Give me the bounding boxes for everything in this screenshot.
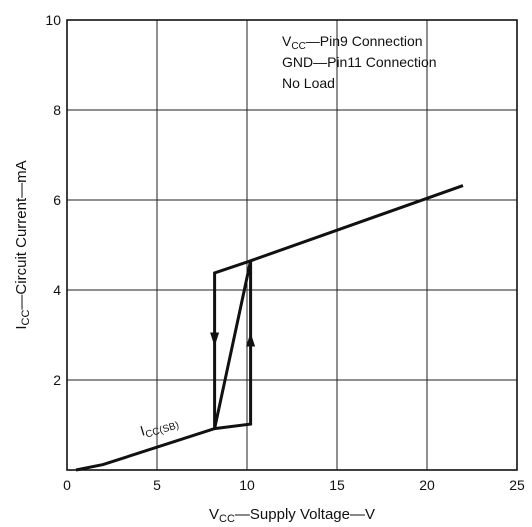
curve-label-icc-sb: ICC(SB): [138, 412, 180, 441]
y-tick-label: 8: [53, 102, 61, 118]
y-tick-labels: 2 4 6 8 10: [45, 12, 61, 388]
x-tick-label: 5: [153, 477, 161, 493]
y-tick-label: 4: [53, 282, 61, 298]
x-tick-labels: 0 5 10 15 20 25: [63, 477, 525, 493]
x-tick-label: 15: [329, 477, 345, 493]
plot-frame: [66, 19, 518, 471]
note-gnd-pin11: GND—Pin11 Connection: [282, 54, 437, 70]
y-tick-label: 6: [53, 192, 61, 208]
x-tick-label: 25: [509, 477, 525, 493]
note-no-load: No Load: [282, 75, 335, 91]
series-group: [75, 184, 464, 472]
y-tick-label: 10: [45, 12, 61, 28]
arrow-up-icon: [246, 332, 256, 347]
series-line: [75, 184, 464, 472]
y-tick-label: 2: [53, 372, 61, 388]
grid-lines: [67, 20, 517, 470]
note-vcc-pin9: VCC—Pin9 Connection: [282, 33, 423, 52]
x-tick-label: 20: [419, 477, 435, 493]
arrow-down-icon: [210, 332, 220, 347]
x-axis-label: VCC—Supply Voltage—V: [209, 506, 375, 525]
y-axis-label: ICC—Circuit Current—mA: [13, 160, 32, 329]
direction-arrows: [210, 332, 256, 347]
x-tick-label: 10: [239, 477, 255, 493]
x-tick-label: 0: [63, 477, 71, 493]
